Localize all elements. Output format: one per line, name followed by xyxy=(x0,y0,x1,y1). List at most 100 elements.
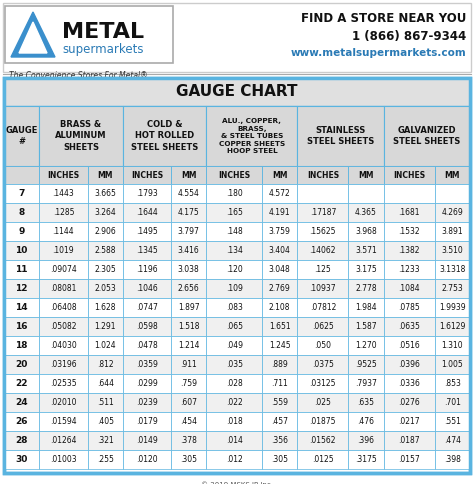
Bar xyxy=(123,450,171,469)
Text: .396: .396 xyxy=(357,436,374,445)
Text: 2.588: 2.588 xyxy=(94,246,116,255)
Text: 2.778: 2.778 xyxy=(355,284,377,293)
Text: .02535: .02535 xyxy=(50,379,77,388)
Text: .035: .035 xyxy=(226,360,243,369)
Bar xyxy=(297,166,348,184)
Text: .1532: .1532 xyxy=(398,227,420,236)
Bar xyxy=(88,203,123,222)
Bar xyxy=(4,317,39,336)
Text: INCHES: INCHES xyxy=(393,170,425,180)
Bar xyxy=(262,260,297,279)
Bar xyxy=(348,412,383,431)
Bar xyxy=(206,241,262,260)
Text: www.metalsupermarkets.com: www.metalsupermarkets.com xyxy=(290,48,466,58)
Bar xyxy=(348,431,383,450)
Text: ALU., COPPER,
BRASS,
& STEEL TUBES
COPPER SHEETS
HOOP STEEL: ALU., COPPER, BRASS, & STEEL TUBES COPPE… xyxy=(219,118,285,154)
Bar xyxy=(262,184,297,203)
Bar xyxy=(39,106,123,166)
Text: 1.984: 1.984 xyxy=(355,303,377,312)
Text: .02010: .02010 xyxy=(50,398,77,407)
Text: .0635: .0635 xyxy=(398,322,420,331)
Text: The Convenience Stores For Metal®: The Convenience Stores For Metal® xyxy=(9,71,148,80)
Text: .644: .644 xyxy=(97,379,114,388)
Text: 1 (866) 867-9344: 1 (866) 867-9344 xyxy=(352,30,466,43)
Text: .083: .083 xyxy=(226,303,243,312)
Bar xyxy=(88,431,123,450)
Bar xyxy=(206,203,262,222)
Text: .025: .025 xyxy=(314,398,331,407)
Bar xyxy=(383,279,435,298)
Bar xyxy=(4,78,470,106)
Text: .1644: .1644 xyxy=(136,208,158,217)
Text: .321: .321 xyxy=(97,436,114,445)
Bar xyxy=(88,317,123,336)
Bar xyxy=(4,166,39,184)
Bar xyxy=(123,166,171,184)
Text: 2.053: 2.053 xyxy=(94,284,116,293)
Text: .01264: .01264 xyxy=(50,436,77,445)
Text: .378: .378 xyxy=(180,436,197,445)
Text: .0217: .0217 xyxy=(398,417,420,426)
Text: 26: 26 xyxy=(15,417,28,426)
Bar xyxy=(206,374,262,393)
Bar xyxy=(123,393,171,412)
Text: COLD &
HOT ROLLED
STEEL SHEETS: COLD & HOT ROLLED STEEL SHEETS xyxy=(131,121,198,151)
Bar xyxy=(262,355,297,374)
Bar xyxy=(262,279,297,298)
Bar xyxy=(297,412,348,431)
Text: .305: .305 xyxy=(271,455,288,464)
Text: 28: 28 xyxy=(15,436,28,445)
Text: 4.191: 4.191 xyxy=(269,208,291,217)
Bar xyxy=(348,203,383,222)
Bar xyxy=(348,374,383,393)
Text: .0478: .0478 xyxy=(136,341,158,350)
Text: 1.6129: 1.6129 xyxy=(439,322,465,331)
Text: GAUGE
#: GAUGE # xyxy=(5,126,38,146)
Bar xyxy=(348,222,383,241)
Text: .474: .474 xyxy=(444,436,461,445)
Bar xyxy=(435,393,470,412)
Text: .853: .853 xyxy=(444,379,461,388)
Bar xyxy=(297,355,348,374)
Text: .134: .134 xyxy=(226,246,243,255)
Text: .028: .028 xyxy=(226,379,243,388)
Bar xyxy=(88,450,123,469)
Bar xyxy=(123,260,171,279)
Text: .06408: .06408 xyxy=(50,303,77,312)
Bar xyxy=(88,393,123,412)
Bar xyxy=(4,336,39,355)
Bar xyxy=(435,241,470,260)
Bar xyxy=(171,317,206,336)
Text: 3.891: 3.891 xyxy=(442,227,463,236)
Bar xyxy=(4,355,39,374)
Bar xyxy=(88,222,123,241)
Bar xyxy=(39,184,88,203)
Bar xyxy=(88,184,123,203)
Text: 3.404: 3.404 xyxy=(269,246,291,255)
Bar xyxy=(206,279,262,298)
Text: 1.628: 1.628 xyxy=(94,303,116,312)
Bar xyxy=(4,374,39,393)
Text: .03196: .03196 xyxy=(50,360,77,369)
Text: .109: .109 xyxy=(226,284,243,293)
Bar xyxy=(206,166,262,184)
Text: 1.024: 1.024 xyxy=(94,341,116,350)
Text: .0747: .0747 xyxy=(136,303,158,312)
Bar xyxy=(39,241,88,260)
Text: 1.587: 1.587 xyxy=(355,322,377,331)
Bar xyxy=(297,279,348,298)
Bar xyxy=(262,393,297,412)
Text: 1.518: 1.518 xyxy=(178,322,200,331)
Bar xyxy=(435,450,470,469)
Bar xyxy=(206,298,262,317)
Text: 1.310: 1.310 xyxy=(442,341,463,350)
Bar xyxy=(3,3,471,72)
Text: MM: MM xyxy=(445,170,460,180)
Text: INCHES: INCHES xyxy=(218,170,250,180)
Text: 3.968: 3.968 xyxy=(355,227,377,236)
Bar xyxy=(383,412,435,431)
Bar xyxy=(297,431,348,450)
Text: .120: .120 xyxy=(226,265,243,274)
Text: 8: 8 xyxy=(18,208,25,217)
Bar xyxy=(88,260,123,279)
